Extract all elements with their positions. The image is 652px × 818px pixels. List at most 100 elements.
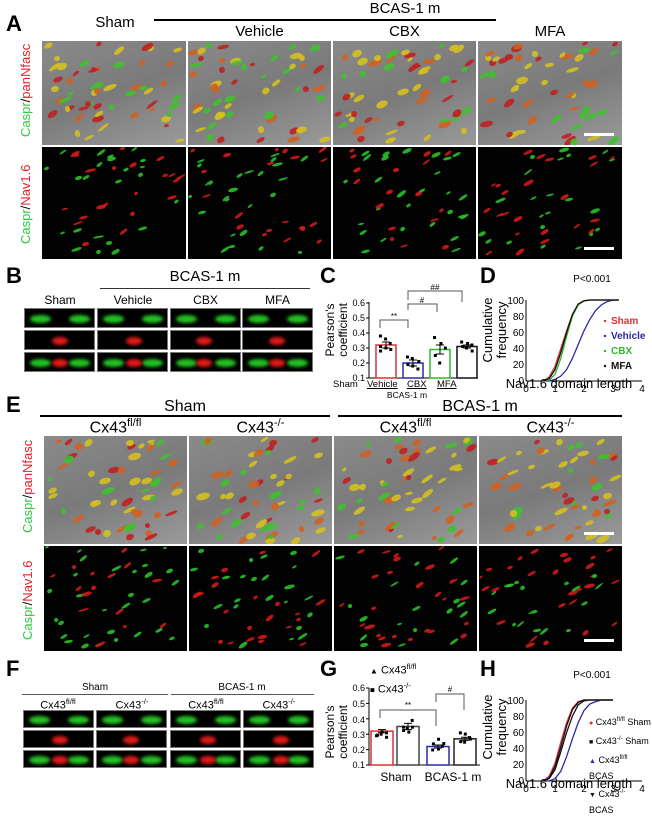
panel-a-panNfasc-image <box>478 41 622 145</box>
svg-text:0: 0 <box>523 784 529 795</box>
panel-e-panNfasc-image <box>479 436 622 544</box>
cdf-curve-1 <box>543 299 619 382</box>
panel-b-group-line <box>100 288 310 289</box>
panel-f-strip <box>170 730 241 748</box>
svg-text:80: 80 <box>513 712 525 723</box>
panel-f-col-0: Cx43fl/fl <box>40 697 76 712</box>
panel-c-sig-3: ## <box>431 283 440 292</box>
svg-text:coefficient: coefficient <box>336 704 350 758</box>
svg-text:1: 1 <box>552 384 558 393</box>
legend-item: MFA <box>611 361 632 372</box>
scale-bar <box>584 133 614 136</box>
panel-f-group-bcas: BCAS-1 m <box>218 682 266 693</box>
panel-a-panNfasc-image <box>333 41 476 145</box>
panel-e-col-1: Cx43-/- <box>236 417 285 437</box>
svg-text:0.2: 0.2 <box>352 745 365 755</box>
panel-e-panNfasc-image <box>334 436 477 544</box>
panel-e-col-0: Cx43fl/fl <box>89 417 142 437</box>
panel-a-row2-label: Caspr/Nav1.6 <box>18 164 33 244</box>
panel-label-e: E <box>6 392 21 417</box>
bar <box>375 344 397 379</box>
panel-b-strip <box>97 308 168 328</box>
panel-b-group-header: BCAS-1 m <box>169 268 241 285</box>
panel-f-strip <box>243 730 314 748</box>
svg-text:Pearson's: Pearson's <box>323 304 337 357</box>
panel-label-a: A <box>6 11 22 36</box>
panel-e-group-bcas: BCAS-1 m <box>442 398 518 415</box>
panel-b-strip <box>170 352 241 372</box>
panel-a-panNfasc-image <box>42 41 186 145</box>
panel-f-col-2: Cx43fl/fl <box>188 697 224 712</box>
panel-a-col-cbx: CBX <box>389 23 420 40</box>
panel-e-col-3: Cx43-/- <box>526 417 575 437</box>
svg-text:frequency: frequency <box>494 698 509 756</box>
panel-e-nav16-image <box>44 546 187 651</box>
svg-text:coefficient: coefficient <box>336 302 350 356</box>
panel-e-nav16-image <box>334 546 477 651</box>
panel-label-d: D <box>480 263 496 288</box>
panel-f-group-sham: Sham <box>81 682 109 693</box>
svg-text:0.3: 0.3 <box>352 730 365 740</box>
panel-c-significance-brackets <box>379 290 463 328</box>
panel-b-strip <box>242 352 313 372</box>
panel-b-strip <box>170 308 241 328</box>
panel-b-strip <box>170 330 241 350</box>
panel-a-nav16-image <box>188 147 331 259</box>
panel-e-panNfasc-image <box>189 436 332 544</box>
panel-e-group-sham: Sham <box>164 398 206 415</box>
cdf-curve-3 <box>543 299 619 382</box>
panel-h-pvalue: P<0.001 <box>573 670 611 681</box>
panel-label-h: H <box>480 656 496 681</box>
panel-f-strip <box>96 730 167 748</box>
panel-a-col-sham: Sham <box>95 14 135 31</box>
panel-b-col-vehicle: Vehicle <box>113 293 153 307</box>
panel-g-sig-2: # <box>448 685 453 694</box>
panel-e-line-bcas <box>338 415 622 417</box>
svg-text:100: 100 <box>507 696 524 707</box>
panel-h-legend: ● Cx43fl/fl Sham ■ Cx43-/- Sham ▲ Cx43fl/f… <box>589 712 652 818</box>
panel-g-legend: ▲ Cx43fl/fl ■ Cx43-/- <box>370 660 417 697</box>
panel-d-xlabel: Nav1.6 domain length <box>505 376 633 391</box>
panel-b-strip <box>24 352 95 372</box>
scale-bar <box>584 639 614 642</box>
panel-a-nav16-image <box>478 147 622 259</box>
panel-g-bar-chart: Pearson's coefficient 0.6 0.5 0.4 0.3 0.… <box>323 683 482 784</box>
panel-a-panNfasc-image <box>188 41 331 145</box>
svg-text:60: 60 <box>513 728 525 739</box>
cdf-curve-3 <box>543 699 613 782</box>
svg-text:0: 0 <box>518 376 524 387</box>
panel-label-f: F <box>6 656 20 681</box>
panel-label-b: B <box>6 263 22 288</box>
panel-f-strip <box>243 750 314 768</box>
panel-e-row1-label: Caspr/panNfasc <box>20 439 35 533</box>
svg-text:2: 2 <box>581 384 587 393</box>
panel-c-ylabel: Pearson's coefficient <box>323 302 350 356</box>
svg-text:0.6: 0.6 <box>352 683 365 693</box>
panel-b-strip <box>24 330 95 350</box>
svg-text:0.3: 0.3 <box>352 343 365 353</box>
legend-item: CBX <box>611 346 632 357</box>
panel-h-legend-item: ● Cx43fl/fl Sham <box>589 716 651 727</box>
panel-f-strip <box>243 710 314 728</box>
svg-text:0.1: 0.1 <box>352 760 365 770</box>
panel-a-group-header: BCAS-1 m <box>369 0 441 17</box>
panel-f-line-bcas <box>171 694 314 695</box>
legend-item: Sham <box>611 316 638 327</box>
svg-text:0.4: 0.4 <box>352 715 365 725</box>
panel-label-c: C <box>320 263 336 288</box>
panel-c-group-label: BCAS-1 m <box>386 390 428 400</box>
svg-text:40: 40 <box>513 744 525 755</box>
panel-c-sig-1: ** <box>391 312 397 321</box>
panel-g-xtick-bcas: BCAS-1 m <box>425 770 482 784</box>
panel-g-sig-1: ** <box>405 701 411 710</box>
panel-e-nav16-image <box>189 546 332 651</box>
panel-e-panNfasc-image <box>44 436 187 544</box>
panel-f-strip <box>96 750 167 768</box>
panel-c-sig-2: # <box>420 296 425 305</box>
svg-text:2: 2 <box>581 784 587 795</box>
panel-a-nav16-image <box>42 147 186 259</box>
bar <box>456 345 478 379</box>
svg-text:3: 3 <box>610 784 616 795</box>
panel-f-col-1: Cx43-/- <box>115 697 149 712</box>
panel-label-g: G <box>320 656 338 681</box>
